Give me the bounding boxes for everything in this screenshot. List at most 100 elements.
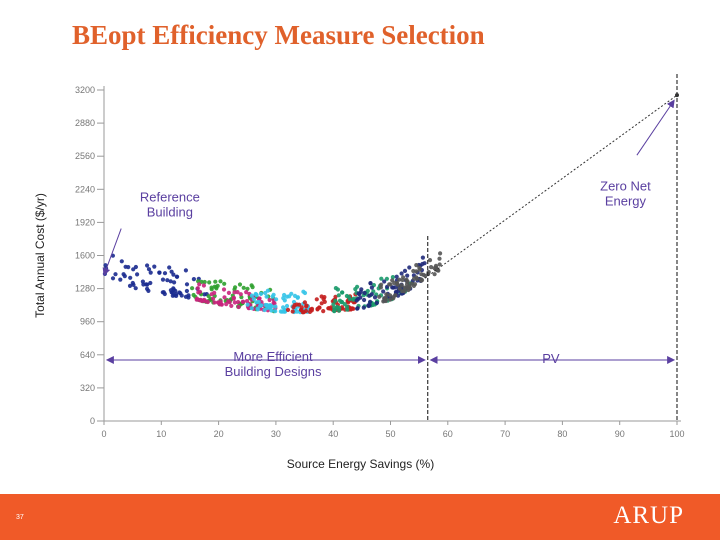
data-point — [333, 298, 338, 303]
data-point — [390, 275, 395, 280]
data-point — [351, 297, 356, 302]
data-point — [301, 289, 306, 294]
data-point — [244, 290, 249, 295]
data-point — [237, 282, 243, 287]
data-point — [361, 305, 366, 310]
data-point — [346, 294, 351, 299]
data-point — [131, 282, 136, 287]
data-point — [133, 264, 138, 270]
annotation-label: Energy — [605, 193, 647, 208]
data-point — [387, 282, 392, 287]
data-point — [382, 279, 387, 284]
zero-net-point — [675, 93, 679, 98]
data-point — [227, 300, 232, 305]
data-point — [369, 285, 374, 290]
data-point — [388, 297, 393, 302]
data-point — [368, 281, 373, 286]
scatter-chart: 0 320 640 960 1280 1600 1920 2240 2560 2880 3200 0 1… — [33, 74, 685, 471]
data-point — [218, 279, 223, 284]
data-point — [205, 299, 210, 305]
data-point — [420, 261, 425, 267]
data-point — [110, 276, 116, 281]
data-point — [273, 309, 278, 314]
data-point — [314, 297, 319, 302]
footer-bar: 37 ARUP — [0, 494, 720, 540]
data-point — [118, 277, 123, 282]
data-point — [350, 306, 355, 311]
annotation-label: Building Designs — [225, 364, 322, 379]
trend-lines — [424, 74, 679, 421]
data-point — [221, 287, 227, 292]
data-point — [407, 283, 412, 288]
x-tick-label: 70 — [500, 429, 510, 439]
data-point — [197, 289, 203, 294]
annotation-label: Zero Net — [600, 178, 651, 193]
data-point — [172, 293, 177, 298]
data-point — [172, 280, 177, 285]
data-point — [404, 279, 410, 284]
data-point — [362, 297, 367, 303]
data-point — [336, 293, 341, 298]
data-point — [121, 272, 126, 277]
annotation-label: Building — [147, 205, 193, 220]
x-tick-label: 50 — [385, 429, 395, 439]
data-point — [113, 272, 118, 277]
data-point — [258, 303, 263, 308]
data-point — [400, 289, 405, 294]
data-point — [302, 300, 307, 305]
data-point — [236, 304, 241, 310]
data-point — [355, 306, 360, 311]
data-point — [168, 279, 173, 284]
data-point — [152, 264, 157, 269]
data-point — [437, 262, 442, 267]
data-point — [368, 299, 373, 304]
data-point — [256, 299, 261, 305]
data-point — [290, 309, 295, 314]
annotation-arrow — [636, 99, 675, 156]
data-point — [321, 297, 326, 302]
data-point — [411, 268, 416, 274]
data-point — [284, 303, 290, 309]
data-point — [167, 265, 172, 270]
data-point — [414, 276, 420, 281]
data-point — [345, 307, 350, 312]
y-tick-label: 960 — [80, 317, 95, 327]
data-point — [397, 286, 402, 291]
data-point — [267, 297, 272, 303]
data-point — [229, 303, 234, 308]
y-tick-label: 1920 — [75, 217, 95, 227]
data-point — [145, 263, 150, 268]
data-point — [186, 293, 191, 298]
data-point — [195, 286, 200, 291]
data-point — [438, 251, 443, 256]
x-tick-label: 60 — [443, 429, 453, 439]
data-point — [379, 276, 384, 281]
data-point — [241, 285, 246, 290]
data-point — [222, 281, 227, 286]
data-point — [249, 306, 254, 311]
x-axis-title: Source Energy Savings (%) — [287, 457, 434, 471]
data-point — [184, 288, 189, 294]
data-point — [245, 286, 250, 291]
data-point — [399, 271, 404, 276]
data-point — [304, 304, 309, 309]
data-point — [365, 288, 370, 294]
data-point — [374, 300, 379, 306]
annotation-arrow — [102, 228, 122, 277]
data-point — [295, 295, 300, 300]
data-point — [119, 259, 124, 264]
data-point — [148, 270, 153, 275]
data-point — [427, 258, 433, 263]
data-point — [419, 278, 425, 283]
data-point — [280, 309, 285, 314]
data-point — [309, 306, 315, 311]
data-point — [144, 282, 149, 287]
data-point — [222, 295, 227, 300]
data-point — [432, 272, 437, 277]
data-point — [394, 274, 399, 279]
x-tick-label: 80 — [557, 429, 567, 439]
data-point — [429, 265, 434, 270]
data-point — [171, 287, 176, 292]
data-point — [287, 294, 292, 299]
data-point — [332, 309, 337, 314]
